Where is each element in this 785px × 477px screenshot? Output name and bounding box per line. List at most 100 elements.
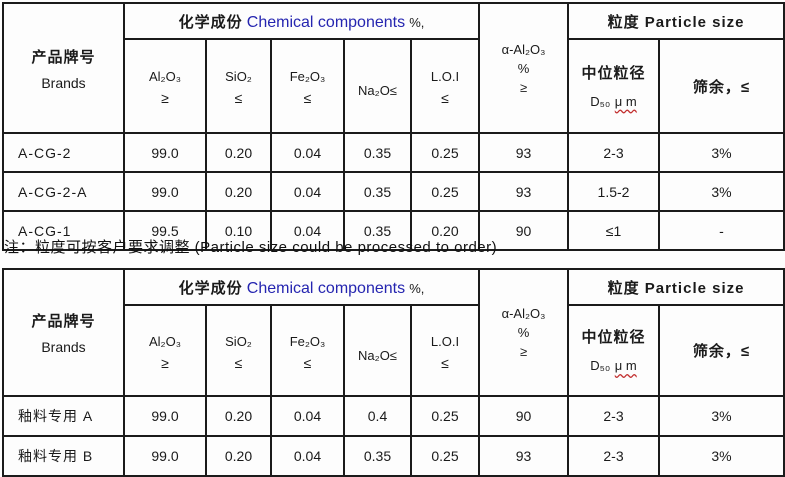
particle-size-en: Particle size — [644, 13, 745, 31]
table-row: A-CG-2-A 99.0 0.20 0.04 0.35 0.25 93 1.5… — [2, 171, 785, 212]
fe2o3-cmp: ≤ — [303, 90, 312, 106]
al2o3-formula: Al₂O₃ — [148, 333, 181, 349]
alpha-al2o3-cmp: ≥ — [519, 79, 528, 95]
median-diameter-zh: 中位粒径 — [581, 329, 646, 346]
d50-unit-um: μ m — [614, 358, 637, 373]
value-cell: 0.25 — [409, 395, 481, 437]
value-cell: 93 — [478, 171, 570, 212]
value-cell: 99.0 — [123, 132, 207, 173]
value-cell: 0.20 — [205, 435, 272, 477]
value-cell: 3% — [658, 171, 785, 212]
brand-cell: A-CG-2 — [2, 132, 125, 173]
value-cell: 0.25 — [409, 171, 481, 212]
chemical-components-en: Chemical components — [246, 279, 406, 297]
value-cell: 0.35 — [343, 210, 412, 251]
fe2o3-header: Fe₂O₃ ≤ — [270, 304, 345, 397]
al2o3-header: Al₂O₃ ≥ — [123, 304, 207, 397]
alpha-al2o3-header: α-Al₂O₃ % ≥ — [478, 268, 570, 397]
value-cell: 0.35 — [343, 435, 412, 477]
loi-header: L.O.I ≤ — [409, 38, 481, 134]
brand-cell: 釉料专用 B — [2, 435, 125, 477]
value-cell: 0.25 — [409, 435, 481, 477]
loi-formula: L.O.I — [430, 69, 460, 84]
value-cell: 0.25 — [409, 132, 481, 173]
brands-header: 产品牌号 Brands — [2, 2, 125, 134]
particle-size-en: Particle size — [644, 279, 745, 297]
na2o-header: Na₂O≤ — [343, 38, 412, 134]
particle-size-zh: 粒度 — [607, 13, 640, 31]
na2o-formula: Na₂O≤ — [358, 347, 397, 363]
al2o3-formula: Al₂O₃ — [148, 69, 181, 84]
chemical-components-zh: 化学成份 — [178, 279, 243, 297]
spec-table-2-container: 产品牌号 Brands 化学成份 Chemical components %, … — [2, 268, 785, 477]
sieve-residue-header: 筛余，≤ — [658, 304, 785, 397]
value-cell: 2-3 — [567, 395, 661, 437]
value-cell: 0.04 — [270, 395, 345, 437]
sio2-header: SiO₂ ≤ — [205, 38, 272, 134]
value-cell: ≤1 — [567, 210, 661, 251]
sieve-residue-header: 筛余，≤ — [658, 38, 785, 134]
value-cell: 0.35 — [343, 171, 412, 212]
value-cell: 1.5-2 — [567, 171, 661, 212]
alpha-al2o3-formula: α-Al₂O₃ — [501, 41, 546, 57]
d50-symbol: D₅₀ — [590, 358, 611, 373]
particle-size-zh: 粒度 — [607, 279, 640, 297]
alpha-al2o3-header: α-Al₂O₃ % ≥ — [478, 2, 570, 134]
value-cell: 90 — [478, 395, 570, 437]
particle-size-header: 粒度 Particle size — [567, 2, 785, 40]
brands-header-zh: 产品牌号 — [31, 313, 96, 330]
median-diameter-header: 中位粒径 D₅₀ μ m — [567, 304, 661, 397]
value-cell: 3% — [658, 435, 785, 477]
alpha-al2o3-unit: % — [517, 325, 530, 340]
chemical-components-en: Chemical components — [246, 13, 406, 31]
value-cell: 99.0 — [123, 435, 207, 477]
alpha-al2o3-formula: α-Al₂O₃ — [501, 306, 546, 321]
value-cell: 0.04 — [270, 132, 345, 173]
value-cell: 93 — [478, 435, 570, 477]
loi-cmp: ≤ — [441, 90, 449, 106]
value-cell: 0.20 — [205, 395, 272, 437]
table-row: A-CG-2 99.0 0.20 0.04 0.35 0.25 93 2-3 3… — [2, 132, 785, 173]
value-cell: 3% — [658, 395, 785, 437]
value-cell: - — [658, 210, 785, 251]
sio2-formula: SiO₂ — [225, 333, 252, 349]
fe2o3-header: Fe₂O₃ ≤ — [270, 38, 345, 134]
loi-header: L.O.I ≤ — [409, 304, 481, 397]
chemical-components-unit: %, — [409, 14, 425, 30]
al2o3-cmp: ≥ — [161, 90, 169, 106]
value-cell: 0.20 — [409, 210, 481, 251]
median-diameter-zh: 中位粒径 — [581, 64, 646, 82]
value-cell: 0.10 — [205, 210, 272, 251]
alpha-al2o3-unit: % — [517, 60, 530, 76]
spec-table-1-container: 产品牌号 Brands 化学成份 Chemical components %, … — [2, 2, 785, 251]
value-cell: 0.20 — [205, 132, 272, 173]
median-diameter-header: 中位粒径 D₅₀ μ m — [567, 38, 661, 134]
value-cell: 0.4 — [343, 395, 412, 437]
na2o-header: Na₂O≤ — [343, 304, 412, 397]
fe2o3-formula: Fe₂O₃ — [289, 69, 326, 84]
particle-size-header: 粒度 Particle size — [567, 268, 785, 306]
table-row: 釉料专用 B 99.0 0.20 0.04 0.35 0.25 93 2-3 3… — [2, 435, 785, 477]
note-text: 注：粒度可按客户要求调整 (Particle size could be pro… — [4, 239, 498, 256]
chemical-components-unit: %, — [409, 280, 425, 296]
sio2-cmp: ≤ — [234, 354, 243, 371]
brands-header-en: Brands — [41, 339, 86, 355]
brand-cell: A-CG-1 — [2, 210, 125, 251]
value-cell: 2-3 — [567, 132, 661, 173]
value-cell: 0.04 — [270, 171, 345, 212]
chemical-components-header: 化学成份 Chemical components %, — [122, 2, 481, 40]
value-cell: 93 — [478, 132, 570, 173]
loi-formula: L.O.I — [430, 333, 460, 349]
chemical-components-zh: 化学成份 — [178, 13, 243, 31]
d50-symbol: D₅₀ — [590, 93, 611, 109]
value-cell: 90 — [478, 210, 570, 251]
sio2-cmp: ≤ — [234, 90, 243, 106]
fe2o3-cmp: ≤ — [303, 354, 312, 371]
sio2-formula: SiO₂ — [225, 69, 252, 84]
sio2-header: SiO₂ ≤ — [205, 304, 272, 397]
na2o-formula: Na₂O≤ — [358, 83, 397, 98]
value-cell: 0.35 — [343, 132, 412, 173]
fe2o3-formula: Fe₂O₃ — [289, 333, 326, 349]
spec-table-2: 产品牌号 Brands 化学成份 Chemical components %, … — [2, 268, 785, 477]
alpha-al2o3-cmp: ≥ — [519, 344, 528, 359]
